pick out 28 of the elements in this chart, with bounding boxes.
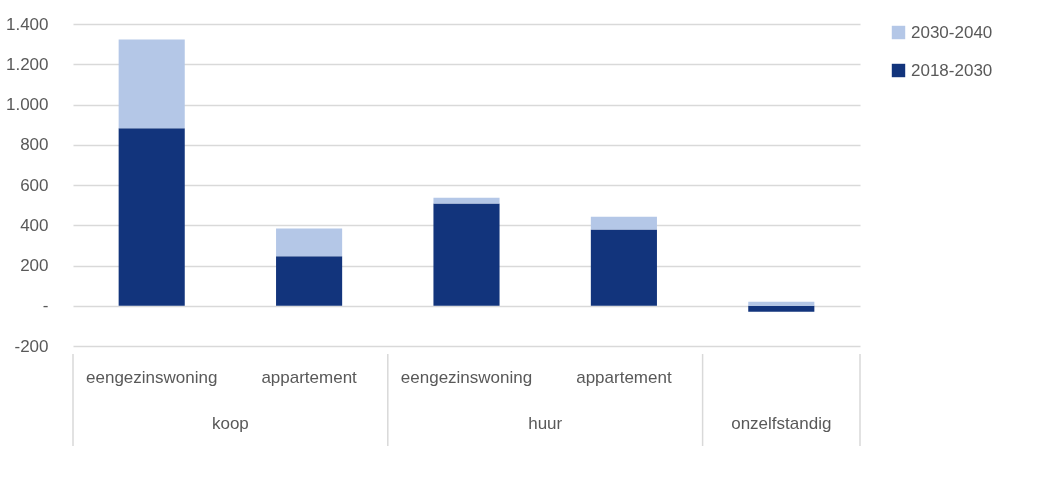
y-tick-label: 800	[20, 135, 49, 155]
x-tick-label: eengezinswoning	[400, 368, 533, 387]
y-tick-label: 1.000	[5, 95, 49, 114]
bar	[118, 39, 185, 129]
y-tick-label: -	[42, 296, 49, 316]
text: huur	[528, 414, 563, 433]
x-tick-label: appartement	[576, 368, 672, 387]
bar	[590, 229, 657, 306]
y-tick-label: 1.400	[5, 14, 49, 34]
x-tick-label: eengezinswoning	[86, 368, 218, 387]
x-tick-label: appartement	[261, 368, 358, 387]
y-tick-label: -200	[14, 336, 49, 356]
bar	[433, 197, 500, 204]
bar	[276, 256, 343, 306]
y-tick-label: 400	[20, 215, 49, 235]
bar	[433, 203, 500, 306]
y-tick-label: 1.200	[5, 54, 49, 74]
text: onzelfstandig	[731, 414, 832, 433]
bar	[748, 305, 815, 312]
legend-label: 2018-2030	[911, 60, 993, 80]
bar	[590, 216, 657, 230]
y-tick-label: 600	[20, 175, 49, 195]
bar	[276, 228, 343, 257]
bar	[118, 128, 185, 306]
y-tick-label: 200	[20, 256, 49, 275]
bar	[748, 301, 815, 306]
legend-label: 2030-2040	[911, 22, 993, 42]
text: koop	[211, 414, 249, 433]
